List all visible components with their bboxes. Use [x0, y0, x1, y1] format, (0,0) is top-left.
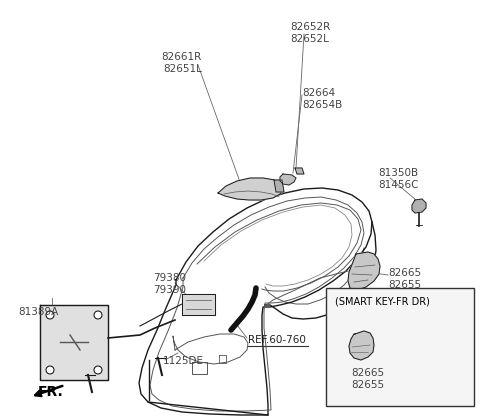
Polygon shape [348, 252, 380, 290]
Text: 82652R
82652L: 82652R 82652L [290, 22, 330, 44]
Bar [326, 288, 474, 406]
Text: 82665
82655: 82665 82655 [388, 268, 421, 290]
Polygon shape [218, 178, 283, 200]
Circle shape [46, 311, 54, 319]
Polygon shape [182, 294, 215, 315]
Text: REF.60-760: REF.60-760 [248, 335, 306, 345]
Text: 1125DE: 1125DE [163, 356, 204, 366]
Text: 82664
82654B: 82664 82654B [302, 88, 342, 110]
Text: 82661R
82651L: 82661R 82651L [162, 52, 202, 74]
Polygon shape [295, 168, 304, 174]
Polygon shape [40, 305, 108, 380]
Polygon shape [349, 331, 374, 360]
Text: (SMART KEY-FR DR): (SMART KEY-FR DR) [335, 296, 430, 306]
Polygon shape [274, 180, 284, 192]
Text: 81350B
81456C: 81350B 81456C [378, 168, 419, 190]
Polygon shape [412, 199, 426, 213]
Text: 82665
82655: 82665 82655 [351, 368, 384, 390]
Polygon shape [280, 174, 296, 185]
Text: 79380
79390: 79380 79390 [153, 273, 186, 295]
Text: 81389A: 81389A [18, 307, 58, 317]
Circle shape [46, 366, 54, 374]
Text: FR.: FR. [38, 385, 64, 399]
Circle shape [94, 311, 102, 319]
Circle shape [94, 366, 102, 374]
